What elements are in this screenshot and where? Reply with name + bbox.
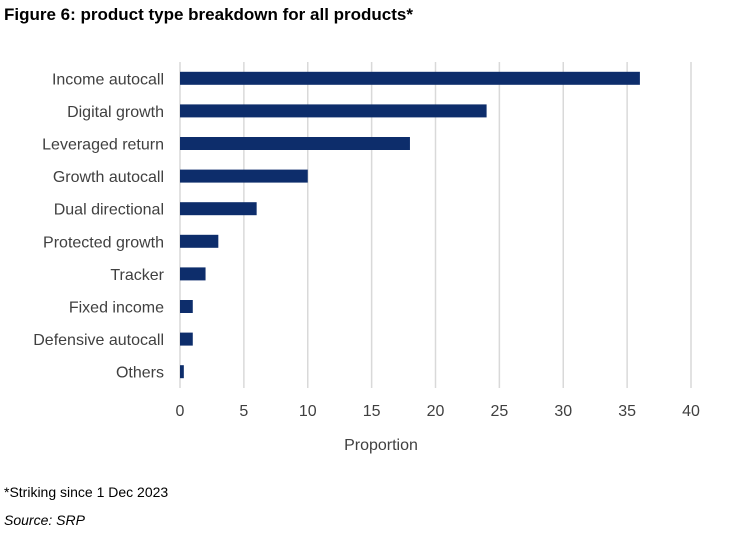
category-label: Defensive autocall <box>33 332 164 349</box>
x-tick-label: 5 <box>239 403 248 420</box>
source-note: Source: SRP <box>4 512 85 528</box>
x-tick-label: 0 <box>176 403 185 420</box>
category-labels: Income autocall Digital growth Leveraged r… <box>33 71 164 381</box>
bar <box>180 365 184 379</box>
x-tick-label: 20 <box>427 403 445 420</box>
bar <box>180 71 640 85</box>
chart-title: Figure 6: product type breakdown for all… <box>4 5 413 24</box>
footnote: *Striking since 1 Dec 2023 <box>4 484 169 500</box>
category-label: Protected growth <box>43 234 164 251</box>
category-label: Fixed income <box>69 300 164 317</box>
bar <box>180 332 193 346</box>
x-tick-label: 35 <box>618 403 636 420</box>
x-tick-label: 30 <box>554 403 572 420</box>
bar <box>180 300 193 313</box>
category-label: Tracker <box>110 267 164 284</box>
bar <box>180 202 257 216</box>
x-tick-labels: 0 5 10 15 20 25 30 35 40 <box>176 403 700 420</box>
category-label: Others <box>116 365 164 382</box>
x-tick-label: 40 <box>682 403 700 420</box>
category-label: Income autocall <box>52 71 164 88</box>
gridlines <box>179 62 692 388</box>
bar <box>180 137 410 150</box>
category-label: Dual directional <box>54 202 164 219</box>
category-label: Growth autocall <box>53 169 164 186</box>
x-tick-label: 10 <box>299 403 317 420</box>
category-label: Digital growth <box>67 104 164 121</box>
bars <box>180 71 640 379</box>
x-tick-label: 15 <box>363 403 381 420</box>
category-label: Leveraged return <box>42 137 164 154</box>
bar <box>180 234 219 248</box>
bar <box>180 104 487 118</box>
bar <box>180 169 308 183</box>
bar <box>180 267 206 281</box>
x-axis-title: Proportion <box>344 437 418 454</box>
x-tick-label: 25 <box>490 403 508 420</box>
